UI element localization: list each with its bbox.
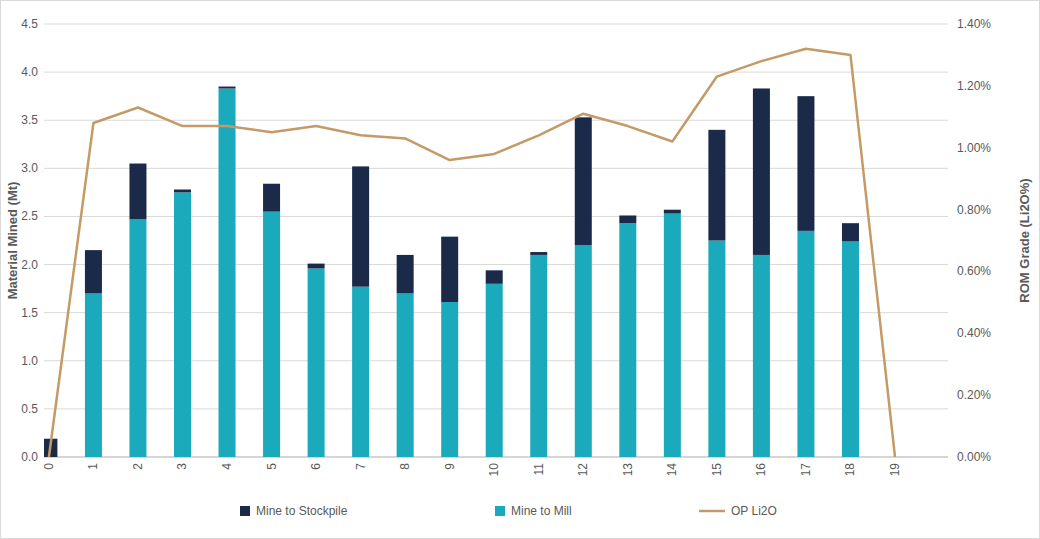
grid xyxy=(44,24,948,457)
frame xyxy=(1,1,1040,539)
x-tick-label: 5 xyxy=(265,463,279,470)
x-tick-label: 10 xyxy=(487,463,501,477)
y-tick-label: 2.0 xyxy=(21,258,38,272)
legend-label: Mine to Mill xyxy=(511,504,572,518)
x-tick-label: 13 xyxy=(621,463,635,477)
y2-tick xyxy=(948,395,952,396)
y-tick-label: 0.5 xyxy=(21,402,38,416)
x-tick-label: 9 xyxy=(443,463,457,470)
chart: 0.0 0.5 1.0 1.5 2.0 2.5 3.0 3.5 4.0 4.5 0.00% 0.20%… xyxy=(0,0,1040,539)
bar xyxy=(263,184,280,212)
y2-axis-title: ROM Grade (Li2O%) xyxy=(1017,178,1032,302)
y-tick-label: 1.5 xyxy=(21,306,38,320)
x-tick-label: 1 xyxy=(86,463,100,470)
bar xyxy=(619,215,636,223)
bar xyxy=(664,214,681,457)
bar xyxy=(85,250,102,293)
bar xyxy=(753,255,770,457)
bar xyxy=(486,270,503,283)
bar xyxy=(397,255,414,293)
x-tick-label: 19 xyxy=(888,463,902,477)
bar xyxy=(486,284,503,457)
x-tick-label: 3 xyxy=(175,463,189,470)
bar xyxy=(352,287,369,457)
x-tick-label: 4 xyxy=(220,463,234,470)
y2-tick-label: 0.40% xyxy=(957,326,991,340)
bar xyxy=(619,223,636,457)
bar xyxy=(397,293,414,457)
bar xyxy=(664,210,681,214)
y-tick-label: 0.0 xyxy=(21,450,38,464)
x-tick-label: 0 xyxy=(42,463,56,470)
y2-tick xyxy=(948,24,952,25)
x-tick-label: 8 xyxy=(398,463,412,470)
bar xyxy=(530,252,547,255)
bar xyxy=(85,293,102,457)
legend-swatch xyxy=(495,506,505,516)
bar xyxy=(708,130,725,241)
y-tick-label: 3.5 xyxy=(21,113,38,127)
bar xyxy=(352,166,369,286)
x-tick-label: 6 xyxy=(309,463,323,470)
x-tick-label: 16 xyxy=(754,463,768,477)
legend: Mine to Stockpile Mine to Mill OP Li2O xyxy=(240,504,777,518)
y-tick-label: 1.0 xyxy=(21,354,38,368)
y-tick-label: 2.5 xyxy=(21,209,38,223)
x-tick-label: 7 xyxy=(354,463,368,470)
bar xyxy=(797,231,814,457)
y2-tick-label: 0.20% xyxy=(957,388,991,402)
bar xyxy=(174,192,191,457)
y2-tick xyxy=(948,271,952,272)
line xyxy=(49,49,895,457)
bar xyxy=(797,96,814,231)
legend-swatch xyxy=(699,510,725,513)
bar xyxy=(708,241,725,458)
legend-label: OP Li2O xyxy=(731,504,777,518)
bar xyxy=(263,212,280,457)
y2-tick-label: 1.40% xyxy=(957,17,991,31)
legend-label: Mine to Stockpile xyxy=(256,504,348,518)
bar xyxy=(219,87,236,89)
bar xyxy=(308,268,325,457)
bar xyxy=(575,117,592,245)
y2-tick-label: 0.80% xyxy=(957,203,991,217)
bar xyxy=(308,264,325,269)
bar xyxy=(129,164,146,220)
y-axis-title: Material Mined (Mt) xyxy=(5,182,20,300)
bar xyxy=(842,241,859,457)
bar xyxy=(174,190,191,193)
bar xyxy=(575,245,592,457)
bar xyxy=(441,302,458,457)
x-tick-label: 2 xyxy=(131,463,145,470)
bar xyxy=(129,219,146,457)
y2-tick xyxy=(948,333,952,334)
y2-tick xyxy=(948,85,952,86)
plot-area xyxy=(44,49,895,457)
x-tick-label: 12 xyxy=(576,463,590,477)
y2-tick xyxy=(948,147,952,148)
y2-tick-label: 1.20% xyxy=(957,79,991,93)
x-tick-label: 17 xyxy=(799,463,813,477)
x-tick-label: 15 xyxy=(710,463,724,477)
y2-tick xyxy=(948,209,952,210)
bar xyxy=(753,88,770,254)
grid-line xyxy=(44,24,948,25)
bar xyxy=(842,223,859,241)
x-tick-label: 11 xyxy=(532,463,546,476)
bar xyxy=(441,237,458,302)
bar xyxy=(530,255,547,457)
y2-tick-label: 0.60% xyxy=(957,264,991,278)
x-tick-label: 18 xyxy=(843,463,857,477)
y2-tick xyxy=(948,457,952,458)
y2-tick-label: 1.00% xyxy=(957,141,991,155)
y-tick-label: 4.5 xyxy=(21,17,38,31)
legend-swatch xyxy=(240,506,250,516)
y-tick-label: 3.0 xyxy=(21,161,38,175)
y2-tick-label: 0.00% xyxy=(957,450,991,464)
y-tick-label: 4.0 xyxy=(21,65,38,79)
x-tick-label: 14 xyxy=(665,463,679,477)
bar xyxy=(219,88,236,457)
grid-line xyxy=(44,72,948,73)
